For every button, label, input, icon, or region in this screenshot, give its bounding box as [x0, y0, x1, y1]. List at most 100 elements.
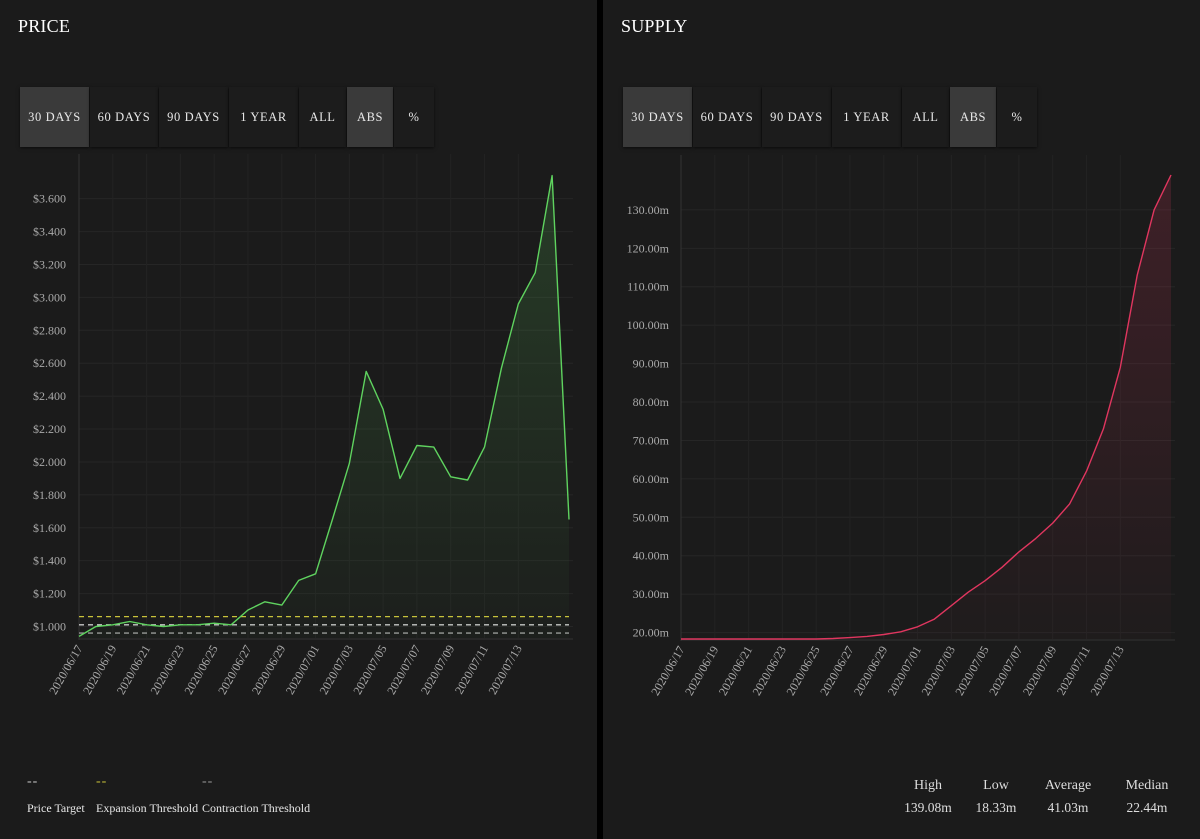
supply-btn-60-days[interactable]: 60 DAYS [693, 87, 761, 147]
supply-btn-percent[interactable]: % [997, 87, 1037, 147]
data-point-10[interactable] [847, 635, 853, 641]
data-point-14[interactable] [313, 571, 319, 577]
data-point-2[interactable] [712, 636, 718, 642]
legend-item-contraction-threshold[interactable]: -- Contraction Threshold [202, 775, 310, 816]
data-point-6[interactable] [779, 636, 785, 642]
data-point-21[interactable] [431, 444, 437, 450]
data-point-7[interactable] [194, 622, 200, 628]
legend-label-price-target: Price Target [27, 801, 85, 815]
y-tick-120-00m: 120.00m [627, 241, 670, 255]
supply-btn-1-year[interactable]: 1 YEAR [832, 87, 901, 147]
y-tick-20-00m: 20.00m [633, 626, 670, 640]
y-tick-3-200: $3.200 [33, 257, 66, 271]
data-point-4[interactable] [144, 622, 150, 628]
data-point-19[interactable] [397, 475, 403, 481]
stat-average-label: Average [1044, 778, 1092, 793]
data-point-25[interactable] [498, 365, 504, 371]
data-point-11[interactable] [262, 599, 268, 605]
data-point-20[interactable] [1016, 549, 1022, 555]
data-point-22[interactable] [448, 474, 454, 480]
price-btn-30-days[interactable]: 30 DAYS [20, 87, 89, 147]
data-point-16[interactable] [948, 603, 954, 609]
data-point-12[interactable] [279, 602, 285, 608]
data-point-1[interactable] [93, 623, 99, 629]
data-point-9[interactable] [830, 636, 836, 642]
data-point-29[interactable] [1168, 172, 1174, 178]
price-btn-percent[interactable]: % [394, 87, 434, 147]
stat-low: Low 18.33m [971, 778, 1021, 816]
y-tick-3-000: $3.000 [33, 290, 66, 304]
y-tick-1-400: $1.400 [33, 554, 66, 568]
price-btn-1-year[interactable]: 1 YEAR [229, 87, 298, 147]
data-point-27[interactable] [1134, 272, 1140, 278]
data-point-29[interactable] [566, 517, 572, 523]
supply-btn-90-days[interactable]: 90 DAYS [762, 87, 831, 147]
data-point-10[interactable] [245, 607, 251, 613]
data-point-8[interactable] [813, 636, 819, 642]
data-point-23[interactable] [465, 477, 471, 483]
data-point-5[interactable] [160, 623, 166, 629]
series-line [681, 174, 1172, 640]
data-point-27[interactable] [532, 270, 538, 276]
price-chart: $1.000 $1.200 $1.400 $1.600 $1.800 $2.000 $2.2… [33, 154, 573, 697]
supply-btn-abs[interactable]: ABS [950, 87, 996, 147]
data-point-0[interactable] [76, 633, 82, 639]
supply-btn-30-days[interactable]: 30 DAYS [623, 87, 692, 147]
data-point-9[interactable] [228, 622, 234, 628]
data-point-26[interactable] [1117, 364, 1123, 370]
y-tick-90-00m: 90.00m [633, 357, 670, 371]
price-btn-60-days[interactable]: 60 DAYS [90, 87, 158, 147]
legend-label-contraction-threshold: Contraction Threshold [202, 801, 311, 815]
data-point-15[interactable] [931, 616, 937, 622]
data-point-24[interactable] [1084, 468, 1090, 474]
price-btn-abs[interactable]: ABS [347, 87, 393, 147]
supply-title: SUPPLY [621, 16, 688, 36]
data-point-6[interactable] [177, 622, 183, 628]
data-point-14[interactable] [915, 624, 921, 630]
series-area [681, 175, 1171, 639]
data-point-26[interactable] [515, 301, 521, 307]
data-point-28[interactable] [1151, 207, 1157, 213]
data-point-3[interactable] [127, 619, 133, 625]
data-point-0[interactable] [678, 636, 684, 642]
y-tick-2-800: $2.800 [33, 323, 66, 337]
stat-average-value: 41.03m [1047, 800, 1089, 815]
data-point-15[interactable] [329, 517, 335, 523]
data-point-11[interactable] [864, 633, 870, 639]
data-point-28[interactable] [549, 173, 555, 179]
data-point-13[interactable] [296, 577, 302, 583]
data-point-20[interactable] [414, 442, 420, 448]
legend-item-expansion-threshold[interactable]: -- Expansion Threshold [96, 775, 198, 816]
data-point-17[interactable] [363, 368, 369, 374]
legend-item-price-target[interactable]: -- Price Target [27, 775, 85, 816]
data-point-21[interactable] [1033, 535, 1039, 541]
data-point-3[interactable] [729, 636, 735, 642]
data-point-2[interactable] [110, 622, 116, 628]
y-tick-110-00m: 110.00m [627, 280, 670, 294]
data-point-16[interactable] [346, 461, 352, 467]
y-tick-60-00m: 60.00m [633, 472, 670, 486]
data-point-24[interactable] [482, 444, 488, 450]
y-tick-130-00m: 130.00m [627, 203, 670, 217]
data-point-12[interactable] [881, 632, 887, 638]
price-btn-90-days[interactable]: 90 DAYS [159, 87, 228, 147]
data-point-22[interactable] [1050, 520, 1056, 526]
y-tick-1-200: $1.200 [33, 587, 66, 601]
data-point-5[interactable] [762, 636, 768, 642]
data-point-1[interactable] [695, 636, 701, 642]
data-point-18[interactable] [982, 578, 988, 584]
data-point-25[interactable] [1100, 426, 1106, 432]
data-point-18[interactable] [380, 406, 386, 412]
data-point-17[interactable] [965, 589, 971, 595]
data-point-8[interactable] [211, 620, 217, 626]
legend-swatch-contraction-threshold: -- [202, 774, 214, 789]
data-point-7[interactable] [796, 636, 802, 642]
price-btn-all[interactable]: ALL [299, 87, 346, 147]
data-point-13[interactable] [898, 629, 904, 635]
data-point-23[interactable] [1067, 501, 1073, 507]
series-line [78, 174, 570, 638]
y-tick-100-00m: 100.00m [627, 318, 670, 332]
supply-btn-all[interactable]: ALL [902, 87, 949, 147]
data-point-19[interactable] [999, 564, 1005, 570]
data-point-4[interactable] [746, 636, 752, 642]
